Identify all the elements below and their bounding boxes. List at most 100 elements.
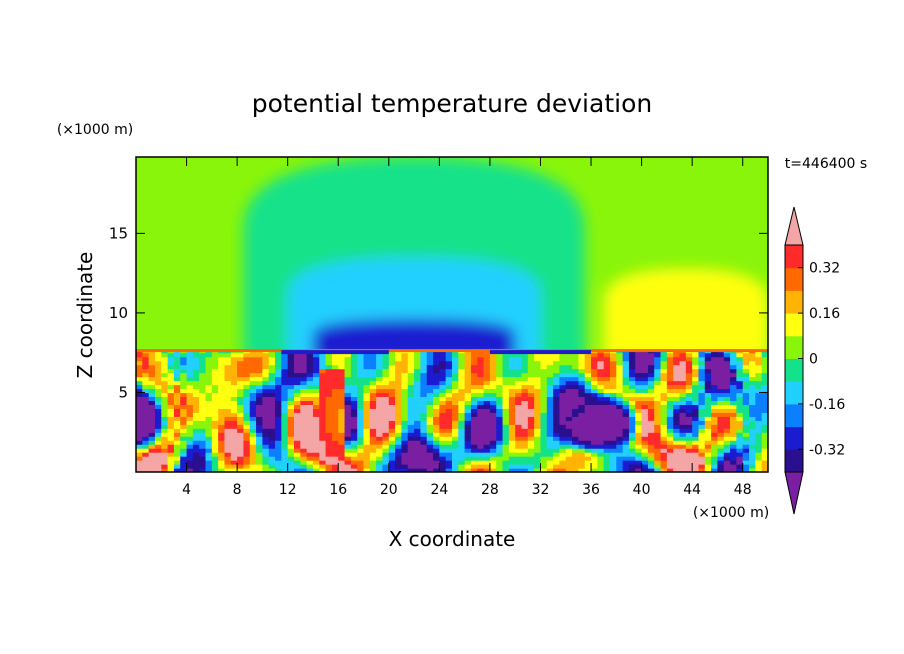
field-cell [723, 408, 731, 413]
colorbar-segment [785, 313, 803, 337]
field-cell [319, 368, 327, 374]
field-cell [628, 464, 636, 469]
field-cell [376, 468, 384, 472]
field-cell [287, 464, 295, 469]
field-cell [591, 408, 598, 413]
field-cell [452, 368, 459, 374]
field-cell [723, 460, 731, 465]
field-cell [338, 448, 346, 453]
field-cell [647, 384, 655, 390]
field-cell [136, 408, 143, 413]
field-cell [730, 376, 737, 382]
field-cell [749, 452, 756, 457]
field-cell [325, 432, 333, 437]
field-cell [376, 428, 384, 433]
field-cell [243, 404, 251, 409]
field-cell [616, 424, 624, 429]
field-cell [445, 396, 453, 402]
field-cell [230, 464, 238, 469]
field-cell [654, 428, 662, 433]
field-cell [192, 396, 200, 402]
field-cell [237, 356, 245, 362]
field-cell [483, 364, 491, 370]
field-cell [224, 432, 232, 437]
field-cell [565, 424, 573, 429]
field-cell [546, 380, 554, 386]
field-cell [546, 388, 554, 394]
field-cell [464, 444, 472, 449]
field-cell [540, 436, 548, 441]
field-cell [136, 372, 143, 378]
x-tick-label: 8 [233, 482, 242, 498]
field-cell [350, 452, 358, 457]
field-cell [654, 420, 662, 425]
field-cell [275, 356, 282, 362]
field-cell [717, 392, 725, 398]
field-cell [616, 440, 624, 445]
field-cell [256, 396, 263, 402]
field-cell [275, 376, 282, 382]
field-cell [388, 400, 396, 405]
field-cell [395, 440, 403, 445]
field-cell [736, 368, 744, 374]
field-cell [148, 468, 156, 472]
field-cell [508, 420, 516, 425]
field-cell [635, 416, 643, 421]
field-cell [553, 444, 561, 449]
field-cell [338, 360, 346, 366]
field-cell [534, 436, 542, 441]
field-cell [199, 436, 207, 441]
field-cell [685, 356, 693, 362]
field-cell [578, 388, 586, 394]
field-cell [654, 376, 662, 382]
field-cell [508, 396, 516, 402]
field-cell [439, 372, 447, 378]
field-cell [420, 368, 428, 374]
field-cell [167, 448, 175, 453]
field-cell [414, 432, 421, 437]
field-cell [268, 456, 276, 461]
field-cell [565, 456, 573, 461]
field-cell [230, 360, 238, 366]
field-cell [338, 432, 346, 437]
field-cell [388, 372, 396, 378]
field-cell [331, 376, 339, 382]
field-cell [578, 420, 586, 425]
field-cell [572, 384, 579, 390]
field-cell [527, 452, 535, 457]
field-cell [319, 352, 327, 358]
field-cell [711, 351, 719, 354]
y-tick-label: 5 [118, 383, 128, 401]
field-cell [572, 456, 579, 461]
field-cell [218, 360, 226, 366]
field-cell [534, 404, 542, 409]
field-cell [154, 460, 162, 465]
field-cell [243, 440, 251, 445]
field-cell [180, 436, 188, 441]
field-cell [237, 376, 245, 382]
field-cell [527, 412, 535, 417]
field-cell [458, 424, 466, 429]
field-cell [761, 448, 768, 453]
field-cell [711, 384, 719, 390]
field-cell [723, 356, 731, 362]
field-cell [218, 452, 226, 457]
field-cell [635, 448, 643, 453]
field-cell [344, 432, 352, 437]
field-cell [502, 452, 510, 457]
field-cell [483, 436, 491, 441]
field-cell [192, 412, 200, 417]
field-cell [211, 388, 219, 394]
field-cell [673, 456, 681, 461]
field-cell [224, 356, 232, 362]
field-cell [679, 400, 687, 405]
field-cell [445, 408, 453, 413]
field-cell [673, 396, 681, 402]
field-cell [489, 396, 497, 402]
field-cell [363, 432, 371, 437]
field-cell [331, 452, 339, 457]
field-cell [161, 376, 169, 382]
field-cell [730, 464, 737, 469]
field-cell [287, 360, 295, 366]
field-cell [616, 392, 624, 398]
